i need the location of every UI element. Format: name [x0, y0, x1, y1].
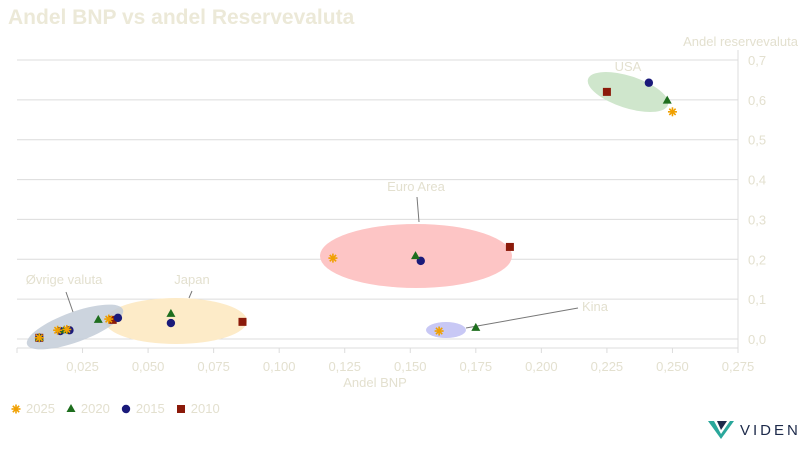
legend-item-2015: 2015 [120, 401, 165, 416]
y-tick-label: 0,6 [748, 93, 766, 108]
x-axis-title: Andel BNP [343, 375, 407, 390]
x-tick-label: 0,200 [525, 359, 558, 374]
ellipse-japan [105, 298, 247, 344]
ellipse-kina [426, 322, 466, 338]
x-tick-label: 0,125 [328, 359, 361, 374]
logo-text: VIDEN [740, 421, 800, 439]
point-2020-triangle [662, 95, 672, 104]
x-tick-label: 0,275 [722, 359, 755, 374]
ellipse-usa [587, 71, 669, 113]
y-axis-title: Andel reservevaluta [683, 34, 799, 49]
point-2025-star [34, 333, 44, 343]
viden-logo-icon [708, 421, 734, 439]
legend-label: 2025 [26, 401, 55, 416]
triangle-icon [66, 403, 76, 412]
y-tick-label: 0,4 [748, 173, 766, 188]
label-usa: USA [615, 59, 642, 74]
point-2025-star [328, 253, 338, 263]
label-kina: Kina [582, 299, 609, 314]
legend-item-2010: 2010 [175, 401, 220, 416]
y-tick-label: 0,2 [748, 252, 766, 267]
label-japan: Japan [174, 272, 209, 287]
point-2020-triangle [93, 314, 103, 323]
x-tick-label: 0,075 [197, 359, 230, 374]
label-ovrige: Øvrige valuta [26, 272, 103, 287]
x-tick-label: 0,225 [591, 359, 624, 374]
legend-label: 2015 [135, 401, 165, 416]
point-2020-triangle [411, 251, 421, 260]
point-2020-triangle [166, 308, 176, 317]
legend-label: 2010 [190, 401, 220, 416]
square-icon [176, 404, 185, 413]
y-tick-label: 0,5 [748, 133, 766, 148]
point-2025-star [434, 326, 444, 336]
legend-label: 2020 [80, 401, 110, 416]
x-tick-label: 0,250 [656, 359, 689, 374]
x-tick-label: 0,100 [263, 359, 296, 374]
point-2010-square [238, 317, 247, 326]
point-2015-circle [113, 313, 123, 323]
y-tick-label: 0,1 [748, 292, 766, 307]
point-2020-triangle [471, 322, 481, 331]
viden-logo: VIDEN [708, 420, 800, 440]
legend-item-2020: 2020 [65, 401, 110, 416]
point-2025-star [667, 107, 677, 117]
point-2010-square [505, 242, 514, 251]
y-tick-label: 0,7 [748, 53, 766, 68]
circle-icon [121, 404, 131, 413]
point-2015-circle [166, 318, 176, 328]
point-2015-circle [644, 78, 654, 87]
label-euro: Euro Area [387, 179, 446, 194]
y-tick-label: 0,0 [748, 332, 766, 347]
legend: 2025 2020 2015 2010 [10, 401, 220, 416]
point-2025-star [62, 324, 72, 334]
point-2025-star [104, 314, 114, 324]
x-tick-label: 0,150 [394, 359, 427, 374]
chart-title: Andel BNP vs andel Reservevaluta [8, 6, 355, 29]
y-tick-label: 0,3 [748, 212, 766, 227]
annotation-lines [65, 196, 579, 329]
x-tick-label: 0,025 [66, 359, 99, 374]
point-2010-square [602, 87, 611, 96]
x-tick-label: 0,175 [460, 359, 493, 374]
x-tick-label: 0,050 [132, 359, 165, 374]
legend-item-2025: 2025 [10, 401, 55, 416]
ellipse-ovrige [26, 304, 124, 350]
star-icon [11, 404, 21, 413]
point-2025-star [53, 325, 63, 335]
